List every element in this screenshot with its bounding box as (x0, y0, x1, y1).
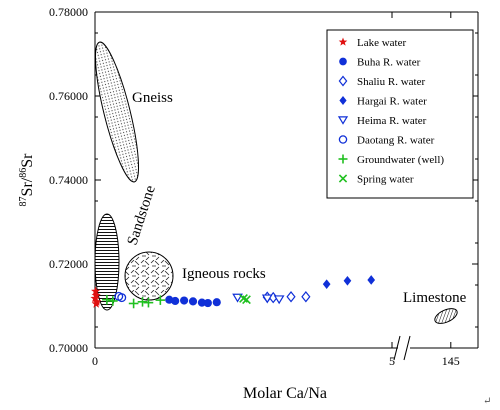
legend-marker (338, 174, 348, 183)
legend-entry: Groundwater (well) (338, 154, 444, 166)
data-points (90, 275, 376, 309)
y-tick-label: 0.72000 (49, 257, 88, 271)
legend-label: Spring water (357, 174, 414, 186)
data-point (367, 275, 376, 285)
x-axis-title: Molar Ca/Na (243, 385, 327, 402)
series-spring-water (239, 294, 251, 305)
data-point (155, 295, 166, 305)
series-groundwater-well- (102, 294, 166, 309)
limestone-label: Limestone (403, 290, 467, 306)
data-point (171, 296, 180, 306)
data-point (188, 297, 198, 306)
legend-box (326, 29, 474, 199)
legend-label: Buha R. water (357, 57, 421, 69)
y-tick-label: 0.76000 (49, 89, 88, 103)
sandstone-ellipse (94, 213, 120, 311)
data-point (322, 279, 331, 289)
x-axis-break (393, 335, 411, 361)
data-point (102, 294, 112, 305)
legend-marker (337, 116, 349, 125)
x-tick-label: 0 (92, 354, 98, 368)
data-point (91, 290, 101, 300)
y-axis-title-base1: Sr/ (19, 177, 36, 196)
legend-marker (338, 37, 348, 46)
data-point (137, 297, 148, 307)
legend-label: Lake water (357, 37, 406, 49)
series-heima-r-water (232, 293, 285, 305)
data-point (301, 290, 311, 303)
data-point (180, 296, 189, 305)
y-axis-ticks: 0.70000 0.72000 0.74000 0.76000 0.78000 (49, 5, 478, 355)
y-axis-title: 87Sr/86Sr (18, 153, 36, 207)
data-point (143, 297, 154, 308)
legend-marker (338, 154, 348, 164)
data-point (343, 276, 352, 286)
legend-label: Heima R. water (357, 115, 427, 127)
legend-marker (339, 96, 347, 105)
legend-label: Shaliu R. water (357, 76, 425, 88)
data-point (261, 294, 273, 304)
gneiss-label: Gneiss (132, 90, 173, 106)
igneous-label: Igneous rocks (182, 266, 266, 282)
break-mark-right (403, 335, 411, 361)
series-daotang-r-water (114, 291, 127, 303)
legend-marker (338, 75, 348, 87)
legend-entry: Spring water (338, 174, 414, 186)
data-point (128, 298, 139, 309)
data-point (117, 293, 127, 303)
break-mark-left (393, 335, 401, 361)
y-axis-title-base2: Sr (19, 153, 36, 168)
series-hargai-r-water (322, 275, 376, 289)
series-lake-water (90, 286, 102, 308)
legend-label: Hargai R. water (357, 96, 427, 108)
data-point (203, 298, 212, 308)
legend-entry: Hargai R. water (339, 96, 427, 108)
data-point (108, 296, 118, 306)
data-point (232, 293, 243, 303)
x-tick-label: 145 (442, 354, 460, 368)
legend-items: Lake water Buha R. water Shaliu R. water Ha… (337, 37, 444, 186)
legend: Lake water Buha R. water Shaliu R. water Ha… (326, 29, 474, 199)
legend-entry: Lake water (338, 37, 406, 49)
igneous-circle (124, 251, 174, 301)
legend-label: Daotang R. water (357, 135, 435, 147)
sandstone-label: Sandstone (125, 183, 159, 247)
y-tick-label: 0.70000 (49, 341, 88, 355)
region-limestone: Limestone (403, 290, 467, 324)
region-gneiss: Gneiss (94, 41, 173, 183)
limestone-ellipse (434, 308, 458, 324)
legend-entry: Daotang R. water (338, 135, 435, 147)
legend-marker (338, 135, 348, 144)
gneiss-ellipse (94, 41, 140, 183)
data-point (273, 295, 285, 305)
y-axis-title-sup1: 87 (18, 196, 29, 206)
data-point (212, 298, 221, 307)
data-point (286, 290, 296, 303)
region-igneous: Igneous rocks (124, 251, 266, 301)
data-point (90, 293, 100, 303)
legend-entry: Shaliu R. water (338, 75, 425, 88)
series-buha-r-water (165, 295, 221, 308)
data-point (91, 286, 101, 296)
corner-return-glyph: ↵ (483, 396, 491, 407)
legend-label: Groundwater (well) (357, 154, 444, 166)
x-tick-label: 5 (389, 354, 395, 368)
y-tick-label: 0.74000 (49, 173, 88, 187)
data-point (91, 299, 101, 308)
y-axis-title-sup2: 86 (18, 168, 29, 178)
data-point (242, 295, 251, 305)
x-axis-ticks: 0 5 145 (92, 12, 460, 368)
legend-marker (339, 57, 347, 66)
data-point (197, 298, 206, 307)
legend-entry: Buha R. water (339, 57, 421, 69)
legend-entry: Heima R. water (337, 115, 427, 127)
y-tick-label: 0.78000 (49, 5, 88, 19)
